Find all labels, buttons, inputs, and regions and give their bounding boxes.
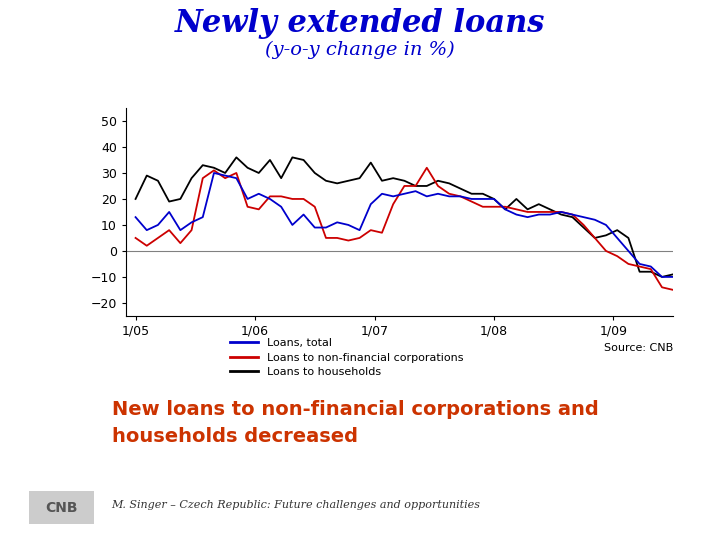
Text: households decreased: households decreased (112, 427, 358, 446)
Text: (y-o-y change in %): (y-o-y change in %) (265, 40, 455, 59)
Text: M. Singer – Czech Republic: Future challenges and opportunities: M. Singer – Czech Republic: Future chall… (112, 500, 481, 510)
Legend: Loans, total, Loans to non-financial corporations, Loans to households: Loans, total, Loans to non-financial cor… (230, 338, 463, 377)
Text: New loans to non-financial corporations and: New loans to non-financial corporations … (112, 400, 598, 419)
Text: Source: CNB: Source: CNB (604, 343, 673, 353)
Text: CNB: CNB (45, 501, 78, 515)
Text: Newly extended loans: Newly extended loans (175, 8, 545, 39)
